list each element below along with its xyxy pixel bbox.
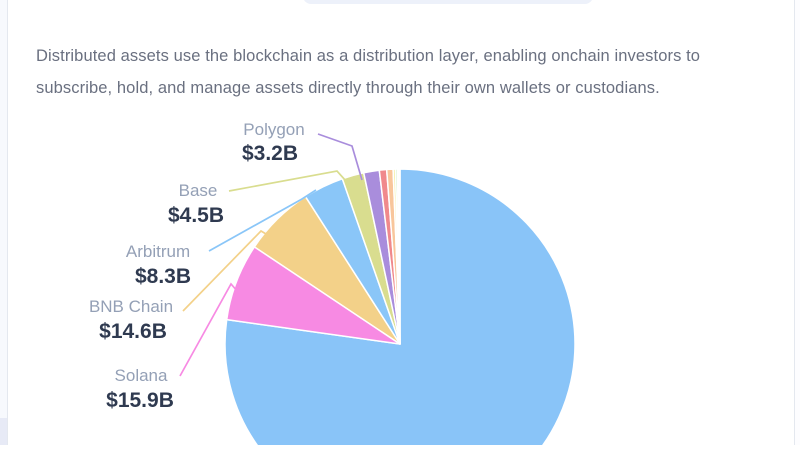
pie-leader-line-arbitrum [208,189,317,252]
distribution-pie-chart: Solana $15.9B BNB Chain $14.6B Arbitrum $8.3B… [89,120,576,450]
description-line-2: subscribe, hold, and manage assets direc… [36,78,660,97]
pie-label-base-name: Base [179,181,218,200]
pie-label-solana-value: $15.9B [106,389,174,412]
pie-label-bnb-chain-name: BNB Chain [89,297,173,316]
description-line-1: Distributed assets use the blockchain as… [36,46,701,65]
top-tab-remnant [303,0,593,4]
page-left-margin [0,0,8,445]
pie-leader-line-bnb-chain [182,229,272,312]
pie-label-bnb-chain-value: $14.6B [99,320,167,343]
pie-label-solana-name: Solana [115,366,168,385]
pie-slice-other-6[interactable] [398,168,401,345]
description-text: Distributed assets use the blockchain as… [36,40,736,104]
pie-label-arbitrum-value: $8.3B [135,265,191,288]
left-margin-accent [0,418,7,445]
pie-label-polygon-value: $3.2B [242,142,298,165]
page-right-margin [794,0,800,445]
pie-label-arbitrum-name: Arbitrum [126,242,190,261]
pie-label-polygon-name: Polygon [243,120,304,139]
pie-leader-line-polygon [317,133,363,181]
pie-leader-line-solana [179,282,239,377]
pie-label-base-value: $4.5B [168,204,224,227]
chart-area: Solana $15.9B BNB Chain $14.6B Arbitrum $8.3B… [0,95,800,450]
pie-leader-line-base [228,170,347,192]
